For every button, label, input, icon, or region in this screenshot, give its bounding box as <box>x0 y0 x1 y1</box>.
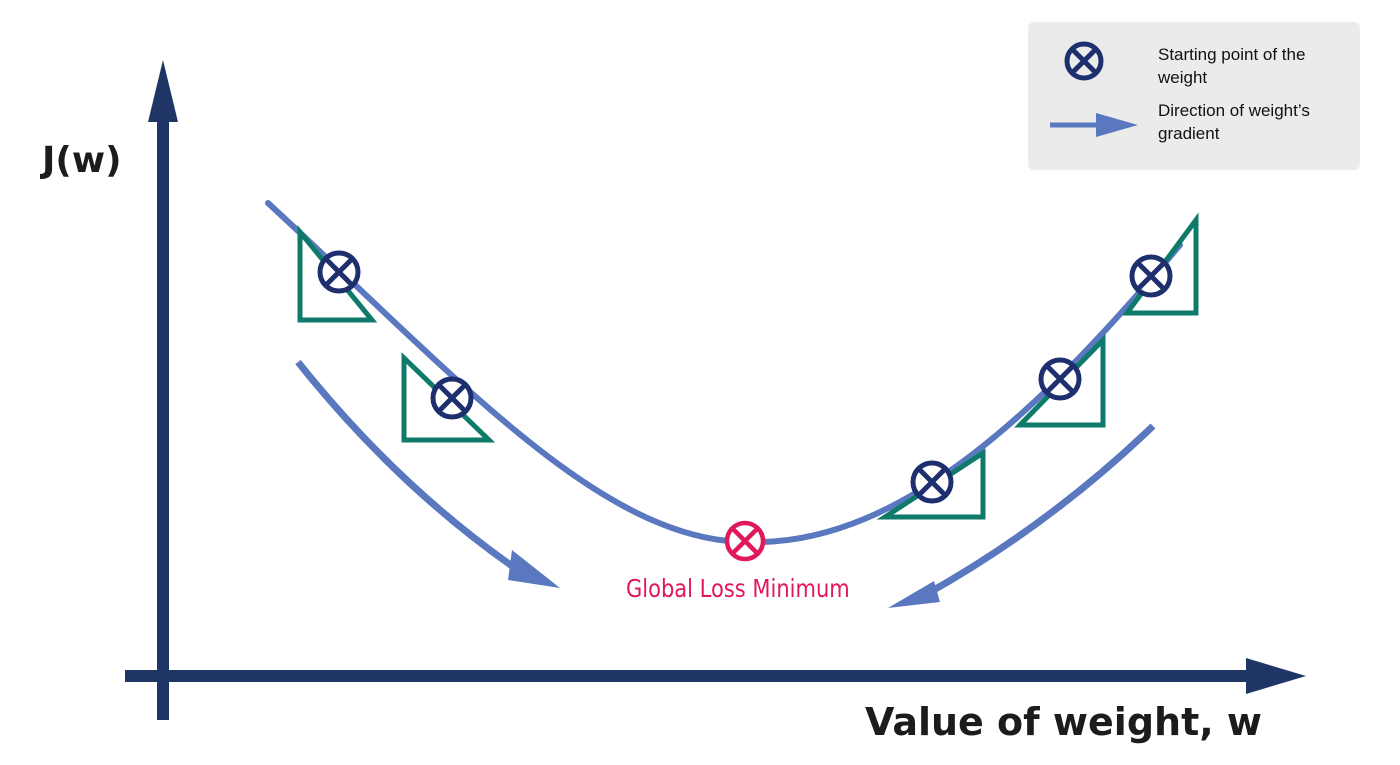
weight-markers <box>317 250 1173 504</box>
global-minimum-label: Global Loss Minimum <box>626 574 850 603</box>
arrow-right-icon <box>1050 113 1138 137</box>
legend-start-label: Starting point of the weight <box>1158 45 1306 87</box>
circled-x-icon <box>1129 254 1173 298</box>
left-gradient-arrow <box>295 359 560 588</box>
right-arrowhead-icon <box>888 581 940 608</box>
y-axis-arrowhead-icon <box>148 60 178 122</box>
legend: Starting point of the weight Direction o… <box>1028 22 1360 170</box>
circled-x-icon <box>1038 357 1082 401</box>
x-axis-label: Value of weight, w <box>865 700 1263 744</box>
right-gradient-arrow <box>888 423 1156 608</box>
left-arrowhead-icon <box>508 550 560 588</box>
circled-x-icon <box>317 250 361 294</box>
circled-x-icon <box>910 460 954 504</box>
legend-icons <box>1050 41 1138 137</box>
y-axis <box>148 60 178 720</box>
x-axis-arrowhead-icon <box>1246 658 1306 694</box>
legend-direction-label: Direction of weight’s gradient <box>1158 101 1310 143</box>
global-minimum-marker-icon <box>724 520 766 562</box>
x-axis <box>125 658 1306 694</box>
circled-x-icon <box>430 376 474 420</box>
y-axis-label: J(w) <box>42 140 122 181</box>
circled-x-icon <box>1064 41 1104 81</box>
